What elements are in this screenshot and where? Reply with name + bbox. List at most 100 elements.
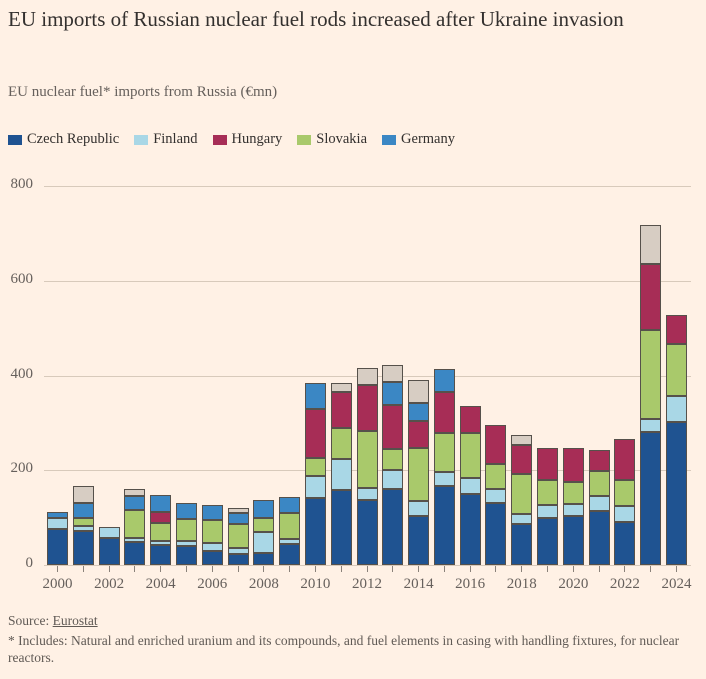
bar-segment-2022-slovakia	[614, 479, 636, 507]
x-tick-2002	[108, 566, 110, 572]
source-link[interactable]: Eurostat	[52, 613, 98, 628]
x-tick-2017	[495, 566, 497, 572]
bar-segment-2009-slovakia	[279, 513, 301, 540]
legend-item-czech-republic: Czech Republic	[8, 131, 119, 148]
bar-segment-2014-slovakia	[408, 447, 430, 502]
bar-segment-2009-finland	[279, 539, 301, 545]
x-tick-2018	[521, 566, 523, 572]
bar-segment-2001-czech-republic	[72, 530, 94, 565]
legend-swatch	[8, 134, 22, 145]
bar-segment-2001-germany	[72, 502, 94, 519]
x-tick-2003	[134, 566, 136, 572]
x-tick-2004	[160, 566, 162, 572]
x-tick-2022	[624, 566, 626, 572]
x-tick-2005	[185, 566, 187, 572]
bar-segment-2005-slovakia	[175, 519, 197, 542]
bar-segment-2015-hungary	[433, 391, 455, 434]
bar-segment-2012-other-unlabelled-	[356, 368, 378, 386]
bar-segment-2017-czech-republic	[485, 502, 507, 565]
bar-segment-2010-finland	[304, 475, 326, 498]
bar-segment-2021-slovakia	[588, 471, 610, 497]
chart-legend: Czech Republic Finland Hungary Slovakia Germ…	[8, 131, 455, 148]
bar-segment-2013-finland	[382, 469, 404, 490]
bar-segment-2022-finland	[614, 506, 636, 522]
legend-item-slovakia: Slovakia	[297, 131, 367, 148]
bar-segment-2010-slovakia	[304, 458, 326, 476]
bar-segment-2013-hungary	[382, 404, 404, 449]
x-tick-label-2010: 2010	[300, 576, 331, 592]
bar-segment-2006-germany	[201, 504, 223, 521]
bar-segment-2024-finland	[666, 396, 687, 422]
legend-label: Germany	[401, 131, 455, 147]
bar-segment-2022-czech-republic	[614, 521, 636, 565]
bar-segment-2015-czech-republic	[433, 486, 455, 565]
x-tick-2021	[598, 566, 600, 572]
bar-segment-2007-slovakia	[227, 524, 249, 549]
legend-label: Finland	[153, 131, 198, 147]
bar-segment-2007-finland	[227, 548, 249, 555]
x-tick-label-2022: 2022	[609, 576, 640, 592]
bar-segment-2024-hungary	[666, 314, 687, 344]
bar-segment-2014-hungary	[408, 421, 430, 448]
bar-segment-2003-slovakia	[124, 509, 146, 538]
bar-segment-2016-czech-republic	[459, 494, 481, 565]
bar-segment-2006-czech-republic	[201, 550, 223, 565]
gridline-0	[44, 565, 691, 566]
legend-item-hungary: Hungary	[212, 131, 283, 148]
x-tick-2001	[82, 566, 84, 572]
bar-segment-2000-finland	[47, 518, 68, 529]
bar-segment-2023-czech-republic	[640, 432, 662, 565]
bar-segment-2020-hungary	[562, 447, 584, 482]
bar-segment-2009-czech-republic	[279, 544, 301, 565]
bar-segment-2015-finland	[433, 472, 455, 487]
bar-segment-2001-slovakia	[72, 518, 94, 527]
x-tick-2020	[572, 566, 574, 572]
bar-segment-2024-czech-republic	[666, 421, 687, 565]
bar-segment-2013-slovakia	[382, 448, 404, 470]
bar-segment-2003-czech-republic	[124, 541, 146, 565]
bar-segment-2021-finland	[588, 496, 610, 511]
x-tick-label-2020: 2020	[558, 576, 589, 592]
bar-segment-2005-germany	[175, 502, 197, 520]
page-title: EU imports of Russian nuclear fuel rods …	[8, 7, 624, 31]
x-tick-2010	[314, 566, 316, 572]
x-tick-label-2024: 2024	[661, 576, 692, 592]
x-tick-2023	[650, 566, 652, 572]
gridline-800	[44, 186, 691, 187]
bar-segment-2024-slovakia	[666, 343, 687, 397]
bar-segment-2022-hungary	[614, 438, 636, 480]
bar-segment-2011-hungary	[330, 391, 352, 429]
footnote: * Includes: Natural and enriched uranium…	[8, 633, 680, 665]
bar-segment-2017-slovakia	[485, 463, 507, 489]
x-tick-2019	[547, 566, 549, 572]
x-tick-2013	[392, 566, 394, 572]
bar-segment-2013-czech-republic	[382, 489, 404, 565]
bar-segment-2013-other-unlabelled-	[382, 364, 404, 382]
bar-segment-2023-other-unlabelled-	[640, 225, 662, 264]
bar-segment-2003-finland	[124, 537, 146, 542]
bar-segment-2011-other-unlabelled-	[330, 382, 352, 392]
legend-item-finland: Finland	[134, 131, 198, 148]
bar-segment-2016-finland	[459, 477, 481, 495]
legend-label: Slovakia	[316, 131, 368, 147]
bar-segment-2023-slovakia	[640, 330, 662, 419]
bar-segment-2005-czech-republic	[175, 545, 197, 565]
bar-segment-2018-hungary	[511, 445, 533, 474]
source-prefix: Source:	[8, 613, 53, 628]
x-tick-2014	[418, 566, 420, 572]
legend-label: Hungary	[231, 131, 283, 147]
x-tick-label-2006: 2006	[197, 576, 228, 592]
gridline-600	[44, 280, 691, 282]
bar-segment-2008-germany	[253, 500, 275, 518]
bar-segment-2020-slovakia	[562, 481, 584, 505]
x-tick-label-2000: 2000	[42, 576, 73, 592]
bar-segment-2001-other-unlabelled-	[72, 486, 94, 503]
bar-segment-2002-czech-republic	[98, 537, 120, 565]
legend-label: Czech Republic	[27, 131, 120, 147]
bar-segment-2014-germany	[408, 402, 430, 422]
bar-segment-2010-hungary	[304, 408, 326, 459]
bar-segment-2004-slovakia	[150, 522, 172, 542]
x-tick-2015	[443, 566, 445, 572]
x-tick-2011	[340, 566, 342, 572]
bar-segment-2016-slovakia	[459, 433, 481, 478]
